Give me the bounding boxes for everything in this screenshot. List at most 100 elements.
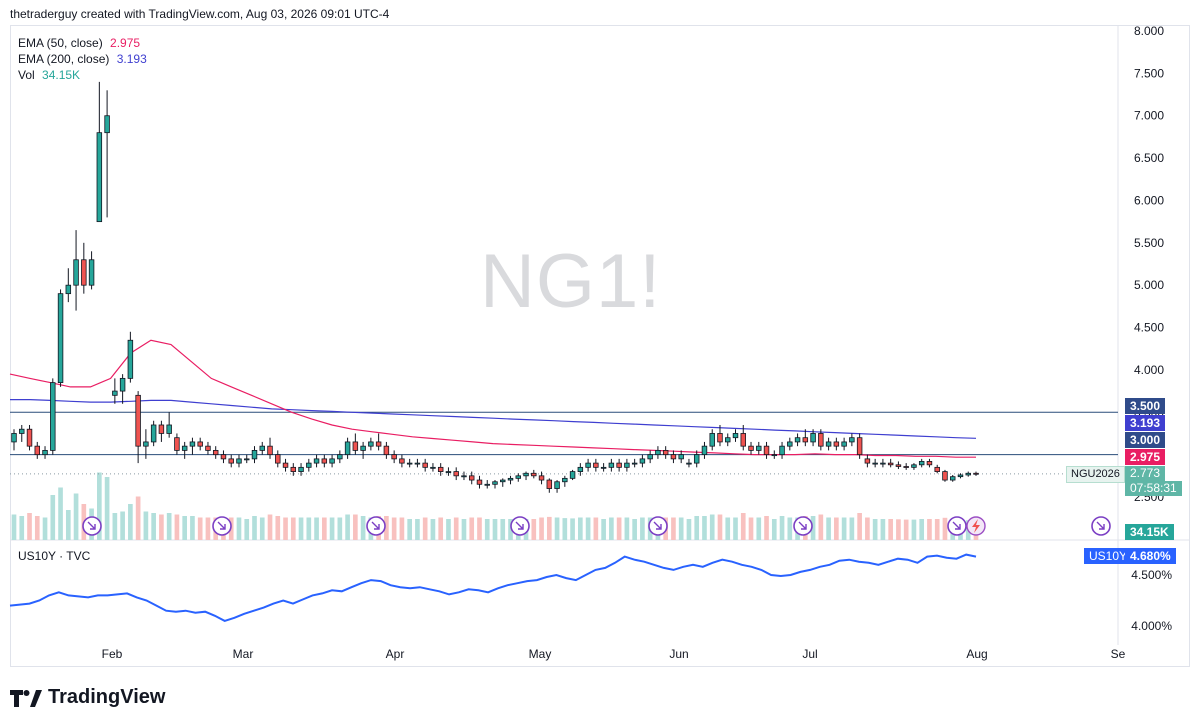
volume-bar [477,517,482,540]
candle-body [383,445,390,456]
volume-bar [42,517,48,540]
ema-layer [9,339,977,458]
volume-bar [34,516,40,540]
volume-bar [174,514,180,540]
candle-body [174,437,180,451]
candle-body [228,458,234,464]
y-tick-label: 7.000 [1134,109,1164,123]
event-marker-arrow [371,521,380,530]
legend-vol[interactable]: Vol 34.15K [18,67,147,83]
lightning-marker-icon[interactable] [966,516,986,536]
chart-caption: thetraderguy created with TradingView.co… [10,7,390,21]
volume-bar [686,519,692,540]
candle-body [275,454,281,464]
event-marker-icon[interactable] [793,516,813,536]
volume-bar [159,514,164,540]
candle-body [88,259,95,286]
candle-body [220,454,227,460]
candle-body [313,458,320,464]
brand-name: TradingView [48,686,166,708]
volume-bar [112,513,118,540]
candle-body [942,471,948,481]
event-marker-icon[interactable] [82,516,102,536]
volume-bar [787,517,793,540]
volume-bar [128,504,133,540]
volume-bar [702,516,707,540]
event-marker-icon[interactable] [366,516,386,536]
volume-bar [748,517,754,540]
volume-bar [120,511,125,540]
volume-bar [19,516,25,540]
candle-body [112,390,118,396]
volume-bar [779,516,785,540]
volume-bar [818,514,824,540]
volume-bar [337,517,343,540]
candle-body [701,445,708,456]
legend-ema200-value: 3.193 [116,52,147,66]
candle-body [50,382,56,451]
legend-ema50[interactable]: EMA (50, close) 2.975 [18,35,147,51]
candle-body [251,449,258,460]
candle-body [73,259,79,286]
candle-body [725,437,731,443]
candle-body [236,458,242,464]
volume-bar [321,517,327,540]
candle-body [321,458,328,464]
candle-body [802,437,809,443]
legend-ema50-label: EMA (50, close) [18,36,103,50]
candle-body [337,454,343,460]
candle-body [119,377,126,392]
us10y-line [9,553,977,622]
candle-body [631,462,638,465]
event-marker-icon[interactable] [212,516,232,536]
candle-body [918,461,925,466]
candle-body [523,472,529,477]
candle-body [42,449,48,456]
y-tick-label: 6.500 [1134,151,1164,165]
legend-vol-value: 34.15K [42,68,81,82]
volume-bar [11,514,17,540]
candle-body [422,462,428,468]
candle-body [895,464,902,467]
legend-ema200[interactable]: EMA (200, close) 3.193 [18,51,147,67]
volume-bar [259,517,265,540]
volume-bar [903,519,909,540]
candle-body [143,441,149,447]
candle-body [934,466,940,472]
event-marker-icon[interactable] [510,516,530,536]
tradingview-brand[interactable]: TradingView [10,686,165,709]
grid-layer [10,26,1190,645]
candle-body [926,461,933,466]
ema200-tag: 3.193 [1125,415,1166,431]
us10y-legend[interactable]: US10Y · TVC [18,549,91,563]
candle-body [732,433,739,439]
candle-body [577,466,584,472]
volume-bar [461,519,467,540]
candle-body [546,479,553,489]
volume-bar [182,516,188,540]
candle-body [344,441,351,456]
x-tick-label: Apr [386,647,405,661]
event-marker-icon[interactable] [1091,516,1111,536]
candle-body [709,433,715,447]
candle-body [306,462,312,468]
volume-bar [694,516,700,540]
volume-bar [896,519,901,540]
symbol-watermark: NG1! [480,239,662,324]
volume-bar [764,516,769,540]
volume-bar [942,517,948,540]
volume-bar [849,517,855,540]
volume-bar [562,518,568,540]
event-marker-icon[interactable] [648,516,668,536]
legend-ema200-label: EMA (200, close) [18,52,110,66]
candle-body [554,481,560,489]
candle-body [655,449,661,456]
us10y-symbol-tag: US10Y [1084,548,1133,564]
y-tick-label: 7.500 [1134,66,1164,80]
volume-bar [601,519,606,540]
candle-body [259,445,265,451]
event-marker-icon[interactable] [947,516,967,536]
level-upper-tag: 3.500 [1125,398,1166,414]
volume-bar [65,510,71,540]
